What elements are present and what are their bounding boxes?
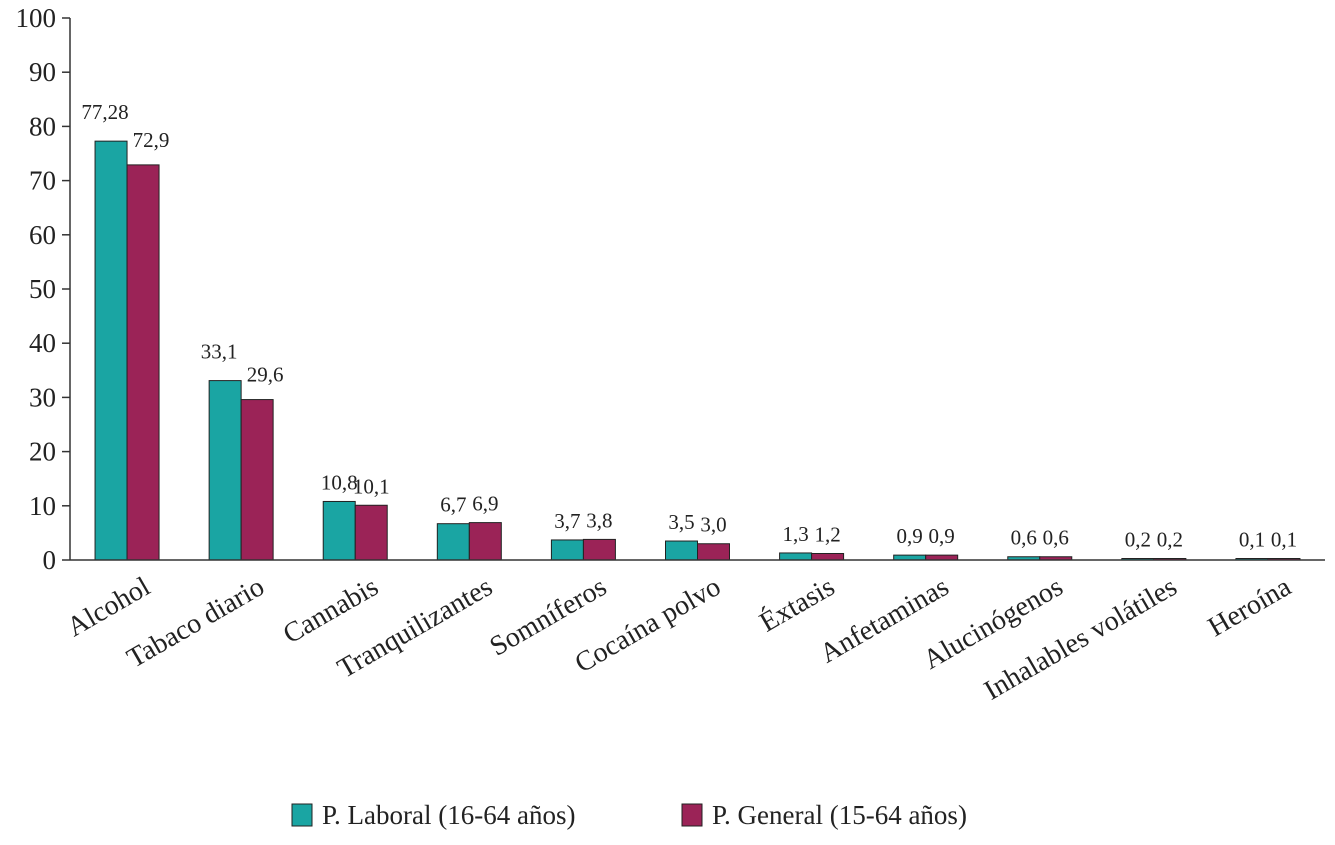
legend: P. Laboral (16-64 años) P. General (15-64… bbox=[291, 800, 967, 830]
data-label: 10,1 bbox=[353, 474, 390, 498]
legend-label-general: P. General (15-64 años) bbox=[712, 800, 967, 830]
data-label: 3,0 bbox=[700, 513, 726, 537]
data-label: 0,9 bbox=[929, 524, 955, 548]
x-category-label: Alcohol bbox=[62, 571, 156, 643]
y-tick-label: 100 bbox=[16, 3, 57, 33]
data-label: 3,7 bbox=[554, 509, 580, 533]
bar-laboral bbox=[322, 500, 356, 561]
bar-general bbox=[697, 543, 730, 561]
bar-laboral bbox=[779, 552, 813, 561]
data-label: 6,7 bbox=[440, 493, 466, 517]
y-tick-label: 40 bbox=[29, 328, 56, 358]
y-tick-label: 70 bbox=[29, 166, 56, 196]
data-label: 29,6 bbox=[247, 363, 284, 387]
bar-general bbox=[582, 538, 616, 561]
bar-laboral bbox=[94, 140, 128, 561]
data-label: 3,5 bbox=[668, 510, 694, 534]
bar-general bbox=[126, 164, 160, 561]
y-tick-label: 10 bbox=[29, 491, 56, 521]
bar-laboral bbox=[665, 540, 698, 561]
data-label: 0,6 bbox=[1011, 526, 1037, 550]
data-label: 0,2 bbox=[1157, 528, 1183, 552]
x-category-label: Inhalables volátiles bbox=[979, 571, 1182, 706]
bar-general bbox=[240, 399, 274, 561]
data-label: 1,3 bbox=[782, 522, 808, 546]
data-label: 0,6 bbox=[1043, 526, 1069, 550]
data-label: 77,28 bbox=[81, 100, 128, 124]
legend-swatch-general bbox=[681, 803, 703, 827]
data-label: 0,1 bbox=[1271, 528, 1297, 552]
x-category-label: Heroína bbox=[1203, 571, 1297, 643]
y-tick-label: 30 bbox=[29, 382, 56, 412]
y-axis: 0 10 20 30 40 50 60 70 80 90 100 bbox=[16, 3, 71, 575]
data-label: 0,1 bbox=[1239, 528, 1265, 552]
legend-swatch-laboral bbox=[291, 803, 313, 827]
bar-general bbox=[354, 504, 388, 561]
y-tick-label: 90 bbox=[29, 57, 56, 87]
bar-laboral bbox=[436, 523, 470, 561]
data-label: 10,8 bbox=[321, 470, 358, 494]
bar-laboral bbox=[208, 380, 242, 561]
bar-general bbox=[468, 522, 502, 561]
x-category-label: Éxtasis bbox=[755, 571, 841, 638]
data-label: 1,2 bbox=[814, 522, 840, 546]
data-label: 0,9 bbox=[897, 524, 923, 548]
data-label: 72,9 bbox=[133, 128, 170, 152]
bar-laboral bbox=[550, 539, 584, 561]
data-label: 6,9 bbox=[472, 492, 498, 516]
data-label: 3,8 bbox=[586, 508, 612, 532]
y-tick-label: 60 bbox=[29, 220, 56, 250]
y-tick-label: 50 bbox=[29, 274, 56, 304]
legend-label-laboral: P. Laboral (16-64 años) bbox=[322, 800, 575, 830]
y-tick-label: 0 bbox=[43, 545, 57, 575]
y-tick-label: 20 bbox=[29, 437, 56, 467]
data-label: 0,2 bbox=[1125, 528, 1151, 552]
bar-general bbox=[811, 552, 845, 561]
bar-group bbox=[94, 140, 1301, 561]
data-label: 33,1 bbox=[201, 340, 238, 364]
y-tick-label: 80 bbox=[29, 111, 56, 141]
